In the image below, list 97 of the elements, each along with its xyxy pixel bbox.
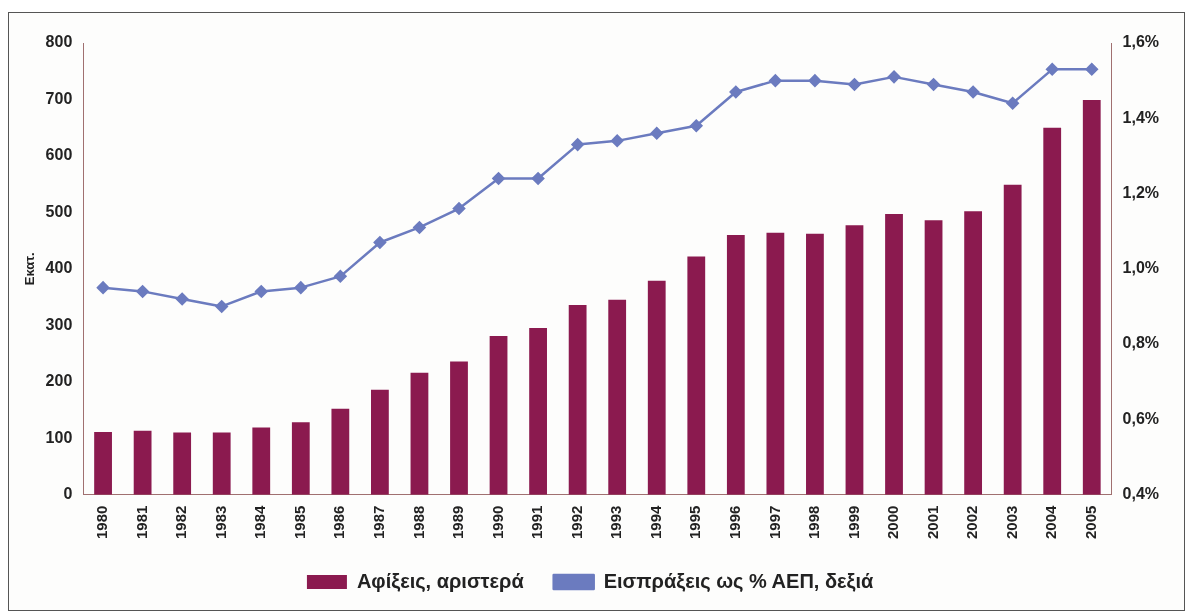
- y-tick-label: 200: [45, 372, 73, 390]
- x-tick-label: 1990: [488, 505, 506, 540]
- point: [769, 74, 782, 87]
- point: [294, 281, 308, 294]
- point: [927, 78, 940, 91]
- x-tick-label: 2005: [1081, 505, 1099, 540]
- bar: [331, 408, 350, 495]
- point: [1085, 63, 1099, 76]
- x-tick-label: 1980: [93, 505, 111, 540]
- point: [848, 78, 861, 91]
- bar: [885, 214, 903, 495]
- x-tick-label: 1998: [805, 505, 823, 540]
- bar: [371, 389, 389, 495]
- x-tick-label: 1999: [844, 505, 862, 540]
- bar: [924, 220, 943, 495]
- bar: [806, 233, 824, 495]
- point: [690, 119, 703, 133]
- point: [650, 127, 663, 140]
- y-tick-label: 0: [63, 485, 73, 503]
- point: [1006, 96, 1019, 110]
- bar: [450, 361, 468, 495]
- y2-tick-label: 1,6%: [1122, 33, 1159, 51]
- x-tick-label: 1988: [409, 505, 427, 540]
- bar: [1043, 127, 1062, 495]
- x-tick-label: 2004: [1042, 504, 1060, 540]
- x-tick-label: 1995: [686, 505, 704, 540]
- x-tick-label: 1987: [370, 505, 388, 540]
- bar: [212, 432, 231, 495]
- point: [808, 74, 822, 87]
- bar: [529, 328, 547, 495]
- y-tick-label: 800: [45, 33, 73, 51]
- y-tick-label: 700: [45, 89, 73, 107]
- x-tick-label: 1985: [290, 505, 308, 540]
- point: [887, 70, 901, 84]
- y-tick-label: 500: [45, 202, 73, 220]
- point: [571, 138, 584, 151]
- x-tick-label: 1997: [765, 505, 783, 540]
- y2-tick-label: 0,4%: [1122, 485, 1159, 503]
- x-tick-label: 2000: [884, 505, 902, 540]
- point: [175, 292, 189, 306]
- point: [729, 85, 743, 99]
- y2-tick-label: 1,2%: [1122, 183, 1159, 201]
- y-tick-label: 300: [45, 315, 73, 333]
- bar: [94, 431, 112, 495]
- point: [452, 202, 466, 215]
- point: [334, 270, 347, 283]
- x-tick-label: 2002: [963, 505, 981, 540]
- y2-tick-label: 1,0%: [1122, 259, 1159, 277]
- point: [255, 285, 268, 298]
- x-tick-label: 1983: [211, 505, 229, 540]
- x-tick-label: 1982: [172, 505, 190, 540]
- x-tick-label: 2001: [923, 505, 941, 540]
- legend-label: Εισπράξεις ως % ΑΕΠ, δεξιά: [603, 569, 875, 592]
- point: [373, 236, 387, 249]
- x-tick-label: 1981: [132, 505, 150, 540]
- x-tick-label: 1994: [646, 504, 664, 540]
- y-tick-label: 400: [45, 259, 73, 277]
- bar: [489, 336, 508, 495]
- y-axis-title: Εκατ.: [22, 252, 38, 286]
- bar: [1003, 184, 1022, 495]
- point: [96, 281, 110, 294]
- y-tick-label: 600: [45, 146, 73, 164]
- point: [136, 285, 149, 298]
- bar: [964, 211, 983, 495]
- x-tick-label: 1989: [449, 505, 467, 540]
- bar: [252, 427, 271, 495]
- x-tick-label: 1991: [528, 505, 546, 540]
- x-tick-label: 1986: [330, 505, 348, 540]
- bar: [766, 232, 785, 495]
- legend-label: Αφίξεις, αριστερά: [356, 569, 525, 592]
- x-tick-label: 1984: [251, 504, 269, 540]
- bar: [133, 430, 152, 495]
- bar: [845, 225, 864, 495]
- x-tick-label: 2003: [1002, 505, 1020, 540]
- y2-tick-label: 0,6%: [1122, 409, 1159, 427]
- x-tick-label: 1996: [725, 505, 743, 540]
- bar: [410, 372, 429, 495]
- bar: [568, 304, 587, 495]
- point: [215, 300, 228, 313]
- point: [610, 134, 624, 148]
- bar: [608, 299, 627, 495]
- bar: [647, 280, 666, 495]
- bar: [291, 422, 310, 495]
- point: [1045, 63, 1059, 76]
- bar: [173, 432, 192, 495]
- point: [966, 85, 980, 99]
- y2-tick-label: 1,4%: [1122, 108, 1159, 126]
- point: [531, 172, 545, 185]
- y2-tick-label: 0,8%: [1122, 334, 1159, 352]
- point: [492, 172, 505, 185]
- bar: [687, 256, 706, 495]
- y-tick-label: 100: [45, 428, 73, 446]
- bar: [726, 234, 745, 495]
- x-tick-label: 1993: [607, 505, 625, 540]
- x-tick-label: 1992: [567, 505, 585, 540]
- point: [413, 221, 426, 234]
- bar: [1082, 100, 1101, 495]
